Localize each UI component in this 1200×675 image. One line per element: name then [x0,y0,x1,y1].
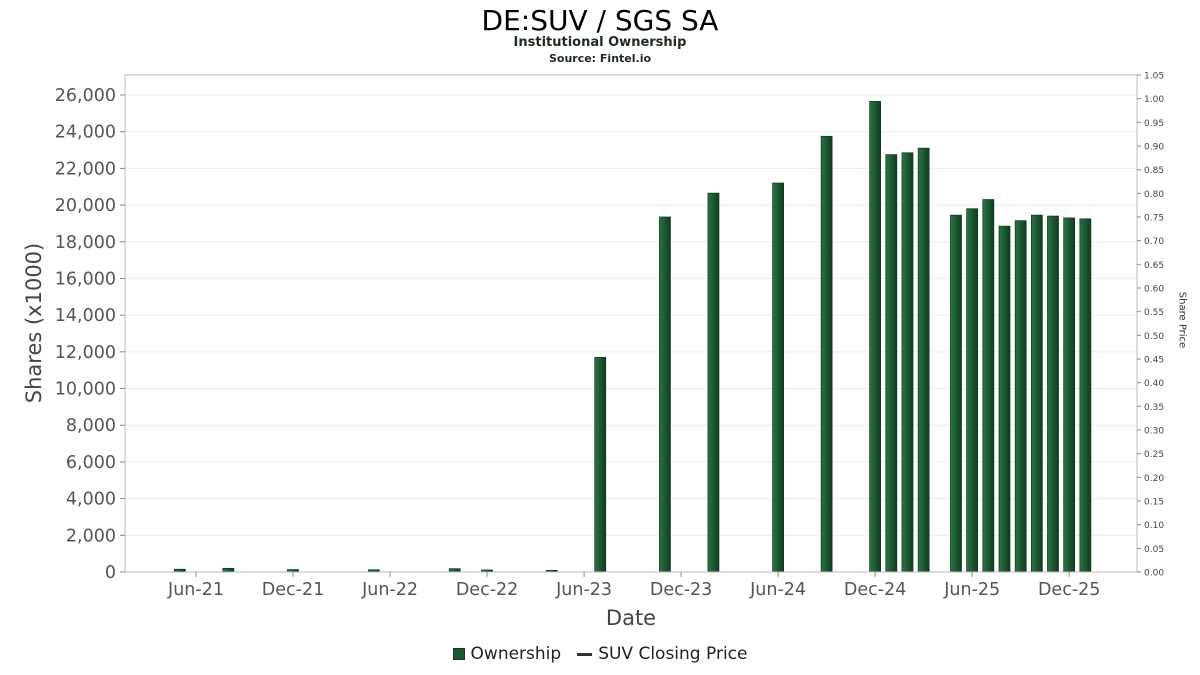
price-tick-label: 0.50 [1144,332,1164,342]
y-tick-label: 24,000 [55,123,116,143]
ownership-bar[interactable] [950,214,962,573]
ownership-bar[interactable] [1030,214,1043,573]
y-tick-label: 20,000 [55,196,116,216]
ownership-bar[interactable] [772,182,784,573]
ownership-bar[interactable] [901,152,914,573]
x-tick-label: Dec-21 [262,580,324,600]
price-tick-label: 0.00 [1144,569,1164,579]
price-tick-label: 0.45 [1144,356,1164,366]
price-tick-label: 0.75 [1144,214,1164,224]
ownership-bar[interactable] [820,135,833,573]
chart-source: Source: Fintel.io [548,52,652,65]
price-tick-label: 0.10 [1144,521,1164,531]
price-tick-label: 0.90 [1144,143,1164,153]
y-tick-label: 10,000 [55,380,116,400]
price-tick-label: 0.70 [1144,237,1164,247]
y-tick-label: 6,000 [66,453,116,473]
y-tick-label: 4,000 [66,490,116,510]
y-tick-label: 0 [105,563,116,583]
x-tick-label: Jun-22 [361,580,418,600]
ownership-bar[interactable] [885,154,898,573]
ownership-bar[interactable] [1014,220,1027,573]
legend-ownership-label: Ownership [470,644,562,664]
price-tick-label: 0.30 [1144,427,1164,437]
x-axis-label: Date [605,606,657,630]
legend: Ownership SUV Closing Price [0,644,1200,664]
chart-title: DE:SUV / SGS SA [481,4,719,37]
ownership-bar[interactable] [659,216,671,573]
price-tick-label: 0.25 [1144,450,1164,460]
ownership-bar[interactable] [707,192,720,573]
y-tick-label: 8,000 [66,416,116,436]
y-tick-label: 18,000 [55,233,116,253]
x-tick-label: Dec-24 [844,580,906,600]
ownership-bar[interactable] [594,356,607,573]
x-tick-label: Jun-23 [555,580,612,600]
x-tick-label: Dec-22 [456,580,518,600]
price-line-icon [577,652,593,656]
ownership-bar[interactable] [982,199,995,573]
price-tick-label: 0.35 [1144,403,1164,413]
ownership-swatch-icon [452,648,465,660]
ownership-bar[interactable] [1047,215,1059,573]
price-tick-label: 0.20 [1144,474,1164,484]
y-tick-label: 2,000 [66,526,116,546]
y-tick-label: 26,000 [55,86,116,106]
price-tick-label: 0.15 [1144,498,1164,508]
y-tick-label: 14,000 [55,306,116,326]
ownership-bar[interactable] [966,208,979,573]
price-tick-label: 0.80 [1144,190,1164,200]
ownership-bar[interactable] [1063,217,1076,573]
legend-item-ownership[interactable]: Ownership [452,644,562,664]
ownership-bar[interactable] [222,567,235,573]
price-tick-label: 0.60 [1144,285,1164,295]
price-tick-label: 1.00 [1144,95,1164,105]
x-tick-label: Jun-21 [167,580,224,600]
price-tick-label: 0.55 [1144,308,1164,318]
legend-item-closing-price[interactable]: SUV Closing Price [577,644,747,664]
price-tick-label: 0.85 [1144,166,1164,176]
plot-border [124,74,1138,573]
y-tick-label: 12,000 [55,343,116,363]
chart-subtitle: Institutional Ownership [513,35,687,50]
x-tick-label: Jun-24 [749,580,806,600]
ownership-bar[interactable] [1079,218,1092,573]
ownership-bar[interactable] [869,101,882,573]
price-tick-label: 1.05 [1144,72,1164,82]
price-tick-label: 0.95 [1144,119,1164,129]
legend-closing-price-label: SUV Closing Price [598,644,748,664]
y-tick-label: 16,000 [55,269,116,289]
ownership-bar[interactable] [917,147,930,573]
price-tick-label: 0.05 [1144,545,1164,555]
x-tick-label: Dec-23 [650,580,712,600]
x-tick-label: Dec-25 [1038,580,1100,600]
y-tick-label: 22,000 [55,159,116,179]
price-tick-label: 0.65 [1144,261,1164,271]
ownership-bar[interactable] [998,225,1011,573]
x-tick-label: Jun-25 [943,580,1000,600]
price-tick-label: 0.40 [1144,379,1164,389]
